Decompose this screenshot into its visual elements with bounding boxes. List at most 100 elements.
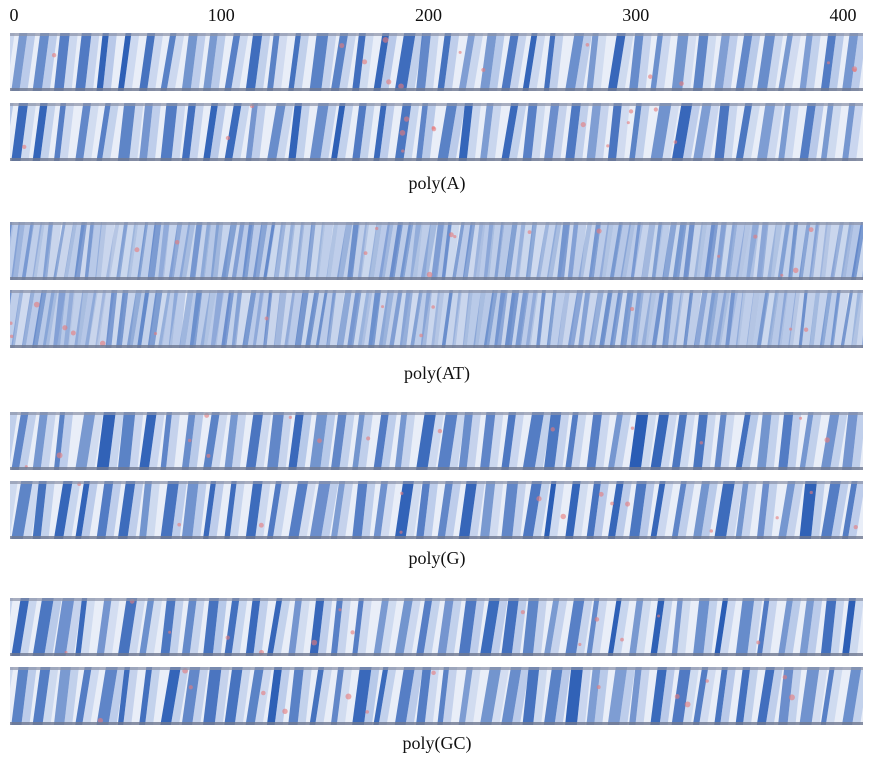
stripe <box>863 481 874 539</box>
red-spot <box>521 610 525 614</box>
red-spot <box>705 679 709 683</box>
stripe-haze <box>869 103 874 161</box>
red-spot <box>404 116 409 121</box>
red-spot <box>339 43 344 48</box>
strip <box>0 481 874 539</box>
strip-edge-top <box>10 290 863 293</box>
stripe-haze <box>870 481 874 539</box>
red-spot <box>596 228 601 233</box>
red-spot <box>311 640 317 646</box>
strip-edge-bottom <box>10 722 863 725</box>
strip <box>0 103 874 161</box>
stripe <box>0 667 5 725</box>
red-spot <box>685 701 691 707</box>
stripe <box>0 103 6 161</box>
stripe-haze <box>865 290 874 348</box>
stripe-haze <box>867 222 874 280</box>
red-spot <box>432 127 437 132</box>
red-spot <box>756 641 760 645</box>
red-spot <box>595 617 600 622</box>
red-spot <box>679 81 684 86</box>
stripe <box>0 598 5 656</box>
strip-edge-bottom <box>10 345 863 348</box>
stripe-haze <box>0 290 12 348</box>
red-spot <box>581 122 586 127</box>
red-spot <box>52 53 56 57</box>
red-spot <box>226 636 230 640</box>
strip <box>0 222 874 280</box>
stripe <box>863 598 874 656</box>
red-spot <box>338 608 341 611</box>
red-spot <box>620 638 624 642</box>
figure: 0100200300400poly(A)poly(AT)poly(G)poly(… <box>0 0 874 762</box>
red-spot <box>226 136 230 140</box>
red-spot <box>625 502 630 507</box>
stripe <box>0 33 7 91</box>
strip-edge-bottom <box>10 158 863 161</box>
red-spot <box>753 235 757 239</box>
stripe <box>863 33 874 91</box>
red-spot <box>364 251 368 255</box>
panel-label: poly(AT) <box>404 363 470 384</box>
panel-label: poly(GC) <box>403 733 472 754</box>
red-spot <box>362 59 367 64</box>
red-spot <box>481 68 485 72</box>
red-spot <box>804 328 808 332</box>
red-spot <box>57 452 63 458</box>
x-tick-label: 400 <box>830 5 857 25</box>
red-spot <box>317 438 322 443</box>
red-spot <box>375 227 378 230</box>
stripe <box>863 667 874 725</box>
red-spot <box>700 441 703 444</box>
red-spot <box>438 429 442 433</box>
red-spot <box>10 335 14 339</box>
red-spot <box>780 274 783 277</box>
strip-edge-top <box>10 222 863 225</box>
red-spot <box>717 255 720 258</box>
red-spot <box>449 232 454 237</box>
red-spot <box>175 240 180 245</box>
stripe <box>0 222 6 280</box>
red-spot <box>400 130 406 136</box>
red-spot <box>606 144 609 147</box>
red-spot <box>630 307 634 311</box>
red-spot <box>261 691 266 696</box>
red-spot <box>536 496 541 501</box>
stripe <box>0 481 10 539</box>
strip-edge-bottom <box>10 88 863 91</box>
red-spot <box>206 454 210 458</box>
red-spot <box>386 79 391 84</box>
strip-edge-bottom <box>10 536 863 539</box>
red-spot <box>419 334 423 338</box>
red-spot <box>789 694 795 700</box>
stripe <box>863 412 874 470</box>
red-spot <box>289 416 292 419</box>
red-spot <box>259 523 264 528</box>
red-spot <box>827 61 830 64</box>
red-spot <box>783 675 787 679</box>
red-spot <box>654 107 658 111</box>
stripe <box>862 222 874 280</box>
strip-edge-top <box>10 33 863 36</box>
red-spot <box>610 502 614 506</box>
stripe <box>862 290 872 348</box>
red-spot <box>62 325 67 330</box>
x-tick-label: 300 <box>622 5 649 25</box>
red-spot <box>345 693 351 699</box>
red-spot <box>431 671 435 675</box>
x-tick-label: 100 <box>208 5 235 25</box>
red-spot <box>168 631 171 634</box>
red-spot <box>789 328 792 331</box>
strip-edge-top <box>10 667 863 670</box>
red-spot <box>528 230 532 234</box>
red-spot <box>365 710 369 714</box>
red-spot <box>459 51 462 54</box>
strip <box>0 667 874 725</box>
red-spot <box>366 436 370 440</box>
red-spot <box>401 149 404 152</box>
red-spot <box>578 643 581 646</box>
strip-edge-top <box>10 103 863 106</box>
red-spot <box>710 529 713 532</box>
stripe <box>0 290 4 348</box>
strip <box>0 290 874 348</box>
